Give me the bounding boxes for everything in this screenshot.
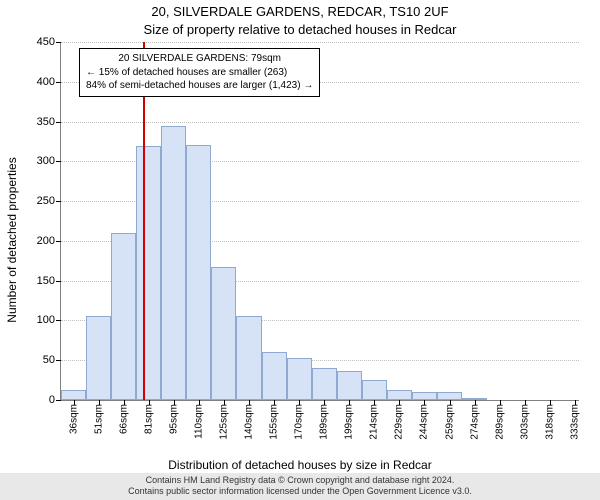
y-tick-label: 400 — [37, 76, 61, 88]
histogram-bar — [362, 380, 387, 400]
x-tick-label: 140sqm — [243, 404, 254, 440]
x-tick-label: 214sqm — [369, 404, 380, 440]
plot-area: 05010015020025030035040045036sqm51sqm66s… — [60, 42, 579, 401]
x-tick-label: 36sqm — [68, 404, 79, 434]
footer-line2: Contains public sector information licen… — [0, 486, 600, 497]
chart-container: 20, SILVERDALE GARDENS, REDCAR, TS10 2UF… — [0, 0, 600, 500]
y-tick-label: 150 — [37, 275, 61, 287]
histogram-bar — [337, 371, 362, 400]
y-tick-label: 0 — [49, 394, 61, 406]
y-tick-label: 100 — [37, 314, 61, 326]
histogram-bar — [186, 145, 211, 400]
y-tick-label: 350 — [37, 116, 61, 128]
x-tick-label: 259sqm — [444, 404, 455, 440]
histogram-bar — [136, 146, 161, 400]
annotation-box: 20 SILVERDALE GARDENS: 79sqm ← 15% of de… — [79, 48, 320, 97]
histogram-bar — [262, 352, 287, 400]
footer-line1: Contains HM Land Registry data © Crown c… — [0, 475, 600, 486]
annotation-line1: 20 SILVERDALE GARDENS: 79sqm — [86, 52, 313, 66]
y-tick-label: 200 — [37, 235, 61, 247]
x-tick-label: 274sqm — [469, 404, 480, 440]
x-tick-label: 289sqm — [494, 404, 505, 440]
x-tick-label: 333sqm — [569, 404, 580, 440]
chart-title-line1: 20, SILVERDALE GARDENS, REDCAR, TS10 2UF — [0, 4, 600, 19]
histogram-bar — [61, 390, 86, 400]
x-tick-label: 318sqm — [544, 404, 555, 440]
x-tick-label: 199sqm — [344, 404, 355, 440]
x-tick-label: 229sqm — [394, 404, 405, 440]
annotation-line2: ← 15% of detached houses are smaller (26… — [86, 66, 313, 80]
x-tick-label: 170sqm — [294, 404, 305, 440]
x-tick-label: 189sqm — [319, 404, 330, 440]
histogram-bar — [437, 392, 462, 400]
histogram-bar — [236, 316, 261, 400]
x-tick-label: 303sqm — [519, 404, 530, 440]
x-tick-label: 110sqm — [193, 404, 204, 439]
footer-attribution: Contains HM Land Registry data © Crown c… — [0, 473, 600, 500]
y-axis-label: Number of detached properties — [5, 157, 19, 322]
x-tick-label: 125sqm — [218, 404, 229, 440]
grid-line — [61, 122, 579, 123]
x-tick-label: 81sqm — [143, 404, 154, 434]
x-tick-label: 66sqm — [118, 404, 129, 434]
y-tick-label: 50 — [43, 354, 61, 366]
y-tick-label: 450 — [37, 36, 61, 48]
histogram-bar — [287, 358, 312, 400]
x-tick-label: 155sqm — [269, 404, 280, 440]
histogram-bar — [211, 267, 236, 400]
histogram-bar — [312, 368, 337, 400]
x-tick-label: 95sqm — [168, 404, 179, 434]
grid-line — [61, 42, 579, 43]
chart-title-line2: Size of property relative to detached ho… — [0, 22, 600, 37]
x-tick-label: 51sqm — [93, 404, 104, 434]
histogram-bar — [387, 390, 412, 400]
x-axis-label: Distribution of detached houses by size … — [0, 458, 600, 472]
annotation-line3: 84% of semi-detached houses are larger (… — [86, 79, 313, 93]
x-tick-label: 244sqm — [419, 404, 430, 440]
histogram-bar — [86, 316, 111, 400]
histogram-bar — [111, 233, 136, 400]
y-tick-label: 300 — [37, 155, 61, 167]
histogram-bar — [161, 126, 186, 400]
y-tick-label: 250 — [37, 195, 61, 207]
histogram-bar — [412, 392, 437, 400]
